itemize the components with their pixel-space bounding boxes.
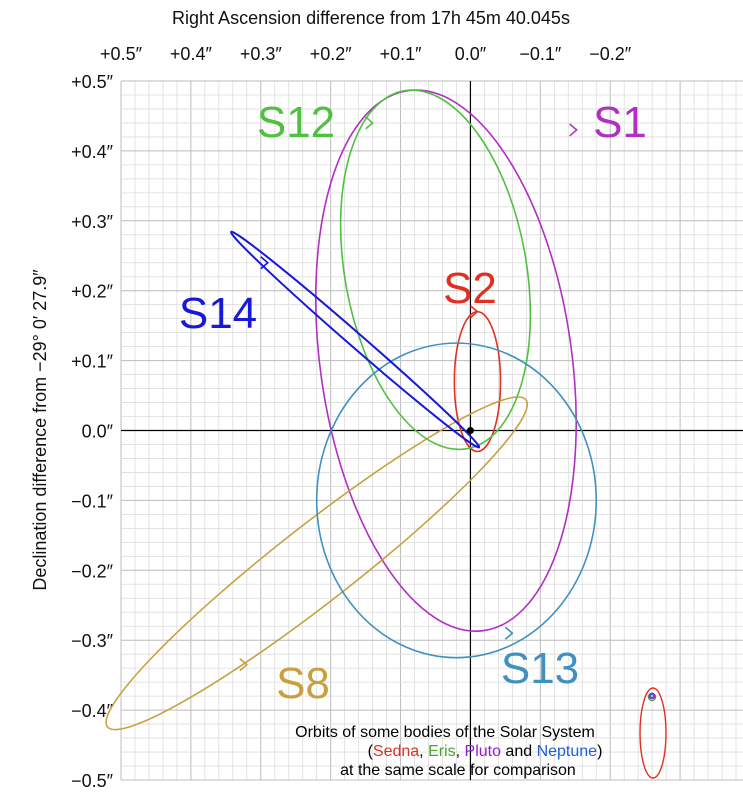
eris-name: Eris [428, 743, 456, 760]
s13-direction-arrow [504, 626, 514, 640]
x-tick-label: −0.2″ [589, 44, 632, 64]
x-tick-label: +0.3″ [240, 44, 283, 64]
y-tick-label: −0.2″ [71, 561, 114, 581]
s8-label: S8 [276, 659, 330, 708]
pluto-name: Pluto [465, 743, 502, 760]
s13-orbit [315, 342, 598, 659]
x-tick-label: −0.1″ [519, 44, 562, 64]
x-tick-label: +0.5″ [100, 44, 143, 64]
comparison-legend: Orbits of some bodies of the Solar Syste… [295, 687, 667, 779]
s12-direction-arrow [365, 116, 374, 130]
pluto-orbit [648, 692, 656, 700]
y-tick-label: +0.1″ [71, 352, 114, 372]
neptune-orbit [649, 693, 655, 699]
s2-direction-arrow [469, 305, 479, 319]
y-tick-label: +0.2″ [71, 282, 114, 302]
y-tick-label: +0.4″ [71, 142, 114, 162]
chart-title: Right Ascension difference from 17h 45m … [172, 8, 570, 28]
s14-label: S14 [179, 289, 257, 338]
neptune-name: Neptune [537, 743, 598, 760]
comparison-line-3: at the same scale for comparison [340, 762, 576, 779]
separator-2: , [456, 743, 465, 760]
separator-3: and [501, 743, 537, 760]
s12-label: S12 [257, 98, 335, 147]
axes: +0.5″ +0.4″ +0.3″ +0.2″ +0.1″ 0.0″ −0.1″ −0.2″ +… [71, 44, 743, 791]
comparison-line-2: (Sedna, Eris, Pluto and Neptune) [368, 743, 603, 760]
y-tick-label: +0.5″ [71, 72, 114, 92]
center-marker [466, 427, 474, 434]
y-tick-label: −0.3″ [71, 631, 114, 651]
y-tick-label: −0.4″ [71, 701, 114, 721]
y-axis-label: Declination difference from −29° 0′ 27.9… [30, 269, 50, 591]
sedna-name: Sedna [373, 743, 419, 760]
s14-orbit [230, 230, 481, 449]
x-tick-label: +0.1″ [380, 44, 423, 64]
s1-label: S1 [593, 98, 647, 147]
x-tick-label: 0.0″ [455, 44, 487, 64]
y-tick-label: +0.3″ [71, 212, 114, 232]
s12-orbit [339, 89, 532, 451]
s1-direction-arrow [569, 123, 578, 137]
close-paren: ) [597, 743, 602, 760]
y-tick-label: −0.5″ [71, 771, 114, 791]
x-tick-label: +0.2″ [310, 44, 353, 64]
comparison-line-1: Orbits of some bodies of the Solar Syste… [295, 724, 595, 741]
s13-label: S13 [501, 644, 579, 693]
s8-orbit [105, 396, 529, 731]
s14-direction-arrow [260, 256, 269, 270]
sedna-orbit [639, 687, 667, 779]
s2-label: S2 [443, 264, 497, 313]
open-paren: ( [368, 743, 374, 760]
x-tick-label: +0.4″ [170, 44, 213, 64]
labels: S1 S2 S8 S12 S13 S14 [179, 98, 647, 708]
y-tick-label: 0.0″ [82, 422, 114, 442]
y-tick-label: −0.1″ [71, 491, 114, 511]
separator-1: , [419, 743, 428, 760]
s8-direction-arrow [239, 658, 249, 672]
orbits [105, 89, 598, 731]
